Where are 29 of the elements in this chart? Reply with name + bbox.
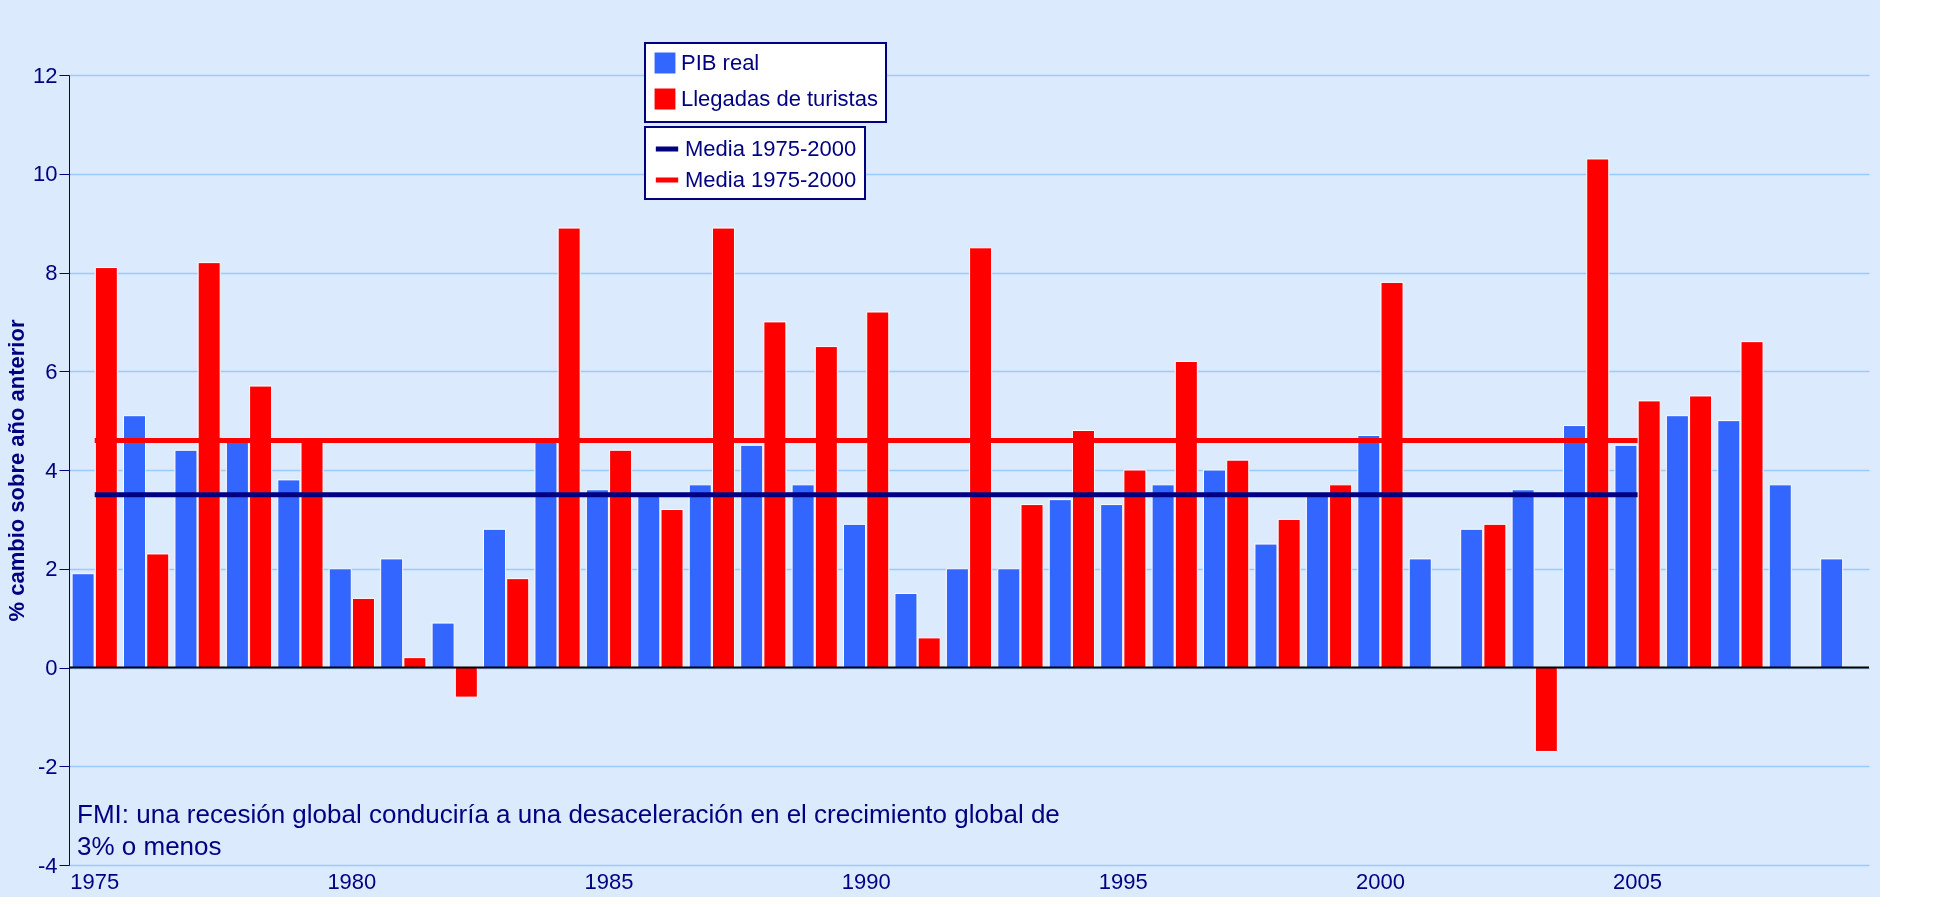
- y-tick-label: -2: [37, 753, 58, 779]
- y-tick-label: 10: [33, 161, 58, 187]
- legend-label: PIB real: [681, 50, 760, 75]
- y-tick-label: 8: [45, 260, 58, 285]
- x-tick-label: 1990: [841, 868, 891, 894]
- y-tick-label: 4: [45, 457, 58, 483]
- y-tick-label: 0: [45, 655, 58, 680]
- bar: [1768, 484, 1792, 668]
- x-tick-label: 1980: [327, 868, 377, 894]
- y-tick-label: 6: [45, 358, 58, 384]
- x-tick-label: 1975: [70, 868, 120, 894]
- bar: [431, 622, 455, 668]
- x-tick-label: 1995: [1098, 868, 1148, 894]
- y-axis-title: % cambio sobre año anterior: [4, 319, 30, 622]
- annotation: FMI: una recesión global conduciría a una desaceleración en el crecimiento global de 3% o menos: [77, 799, 1060, 861]
- x-tick-label: 1985: [584, 868, 634, 894]
- x-tick-label: 2005: [1613, 868, 1663, 894]
- bar: [454, 667, 478, 698]
- y-tick-label: -4: [37, 852, 58, 878]
- y-tick-label: 2: [45, 556, 58, 582]
- legend-label: Llegadas de turistas: [681, 86, 878, 111]
- legend-label: Media 1975-2000: [685, 167, 857, 192]
- bar: [1534, 667, 1558, 752]
- y-tick-label: 12: [33, 62, 58, 88]
- bar: [1820, 558, 1844, 668]
- bar: [1408, 558, 1432, 668]
- legend-label: Media 1975-2000: [685, 136, 857, 161]
- bar: [1511, 489, 1535, 668]
- x-tick-label: 2000: [1355, 868, 1405, 894]
